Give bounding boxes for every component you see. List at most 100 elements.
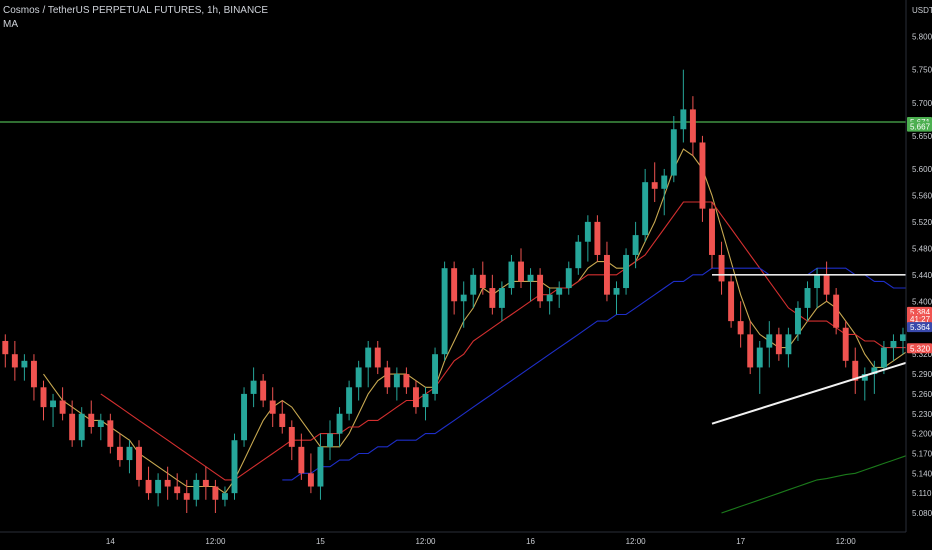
candle (441, 261, 448, 361)
candle-body (670, 129, 677, 176)
candle-body (556, 288, 563, 295)
price-tick-label: 5.650 (912, 132, 932, 141)
candle (527, 268, 534, 302)
candle-body (709, 208, 715, 255)
candle-body (2, 340, 9, 355)
candle (565, 261, 572, 295)
candle-body (871, 367, 878, 375)
price-tick-label: 5.440 (912, 271, 932, 280)
candle (432, 347, 439, 401)
candle-body (50, 400, 57, 408)
candle (489, 274, 496, 315)
candle-body (365, 347, 372, 368)
candle-body (155, 479, 162, 494)
candle (241, 387, 248, 447)
candle-body (212, 486, 219, 500)
candle (2, 334, 9, 368)
candle-body (317, 446, 324, 487)
candle (50, 393, 57, 427)
candle (174, 473, 181, 500)
candle-body (546, 294, 553, 302)
candle-body (432, 354, 439, 394)
moving-average-3 (282, 267, 906, 481)
candle-body (279, 413, 286, 427)
candle-body (880, 347, 887, 368)
candle-body (422, 393, 429, 408)
candle (861, 367, 868, 401)
price-tick-label: 5.230 (912, 410, 932, 419)
moving-average-2 (100, 201, 906, 481)
candle-body (202, 479, 209, 487)
candle-body (260, 380, 267, 401)
candle-body (766, 334, 773, 348)
candle-body (116, 446, 123, 461)
candle-body (508, 261, 515, 289)
candle-body (88, 413, 95, 427)
price-tick-label: 5.320 (912, 350, 932, 359)
candle-body (814, 274, 821, 289)
candle (11, 340, 18, 381)
candle-body (30, 360, 37, 388)
candle (603, 241, 610, 302)
candle-body (527, 274, 534, 282)
candle (470, 268, 477, 308)
candle-body (575, 241, 582, 269)
candle-body (403, 374, 410, 388)
candle-body (537, 274, 544, 302)
candle (97, 413, 104, 441)
candle (785, 327, 792, 368)
symbol-title[interactable]: Cosmos / TetherUS PERPETUAL FUTURES, 1h,… (3, 5, 269, 16)
candle-body (307, 473, 314, 487)
candle (699, 135, 706, 222)
candle (183, 479, 190, 513)
candle (21, 354, 28, 381)
candle (193, 473, 200, 507)
candle-body (594, 221, 601, 255)
candle-body (756, 347, 763, 368)
candle-body (250, 380, 257, 394)
price-tick-label: 5.480 (912, 244, 932, 253)
candle (833, 288, 840, 335)
candle-body (785, 334, 792, 355)
candle-body (69, 413, 76, 441)
candle-body (823, 274, 830, 295)
candle (336, 407, 343, 447)
candle-body (384, 367, 391, 388)
candle-body (489, 288, 496, 308)
candle (393, 367, 400, 401)
time-tick-label: 12:00 (626, 537, 647, 546)
candle-body (40, 387, 47, 408)
candle (451, 261, 458, 315)
candle (670, 116, 677, 183)
candle-body (298, 446, 305, 474)
candle (412, 380, 419, 414)
candle (747, 321, 754, 375)
candle (623, 248, 630, 295)
candle-body (193, 479, 200, 500)
candle (164, 466, 171, 500)
price-badge-label: 5.667 (910, 123, 931, 132)
time-tick-label: 12:00 (836, 537, 857, 546)
plot-area (0, 69, 906, 514)
candle (518, 248, 524, 289)
candle-body (164, 479, 171, 487)
candle-body (518, 261, 524, 282)
candle (116, 433, 123, 467)
candle-body (183, 493, 190, 500)
candle (298, 433, 305, 480)
candle (890, 334, 897, 361)
candle (556, 281, 563, 308)
candle (355, 360, 362, 401)
candle-body (346, 387, 353, 414)
candle (145, 466, 152, 500)
candle (250, 367, 257, 408)
candle-body (470, 274, 477, 295)
candle (403, 367, 410, 394)
candle-body (327, 433, 333, 447)
price-tick-label: 5.700 (912, 99, 932, 108)
candle-body (728, 281, 735, 322)
indicator-label[interactable]: MA (3, 19, 18, 30)
candle-body (632, 235, 639, 255)
candle (766, 321, 773, 368)
